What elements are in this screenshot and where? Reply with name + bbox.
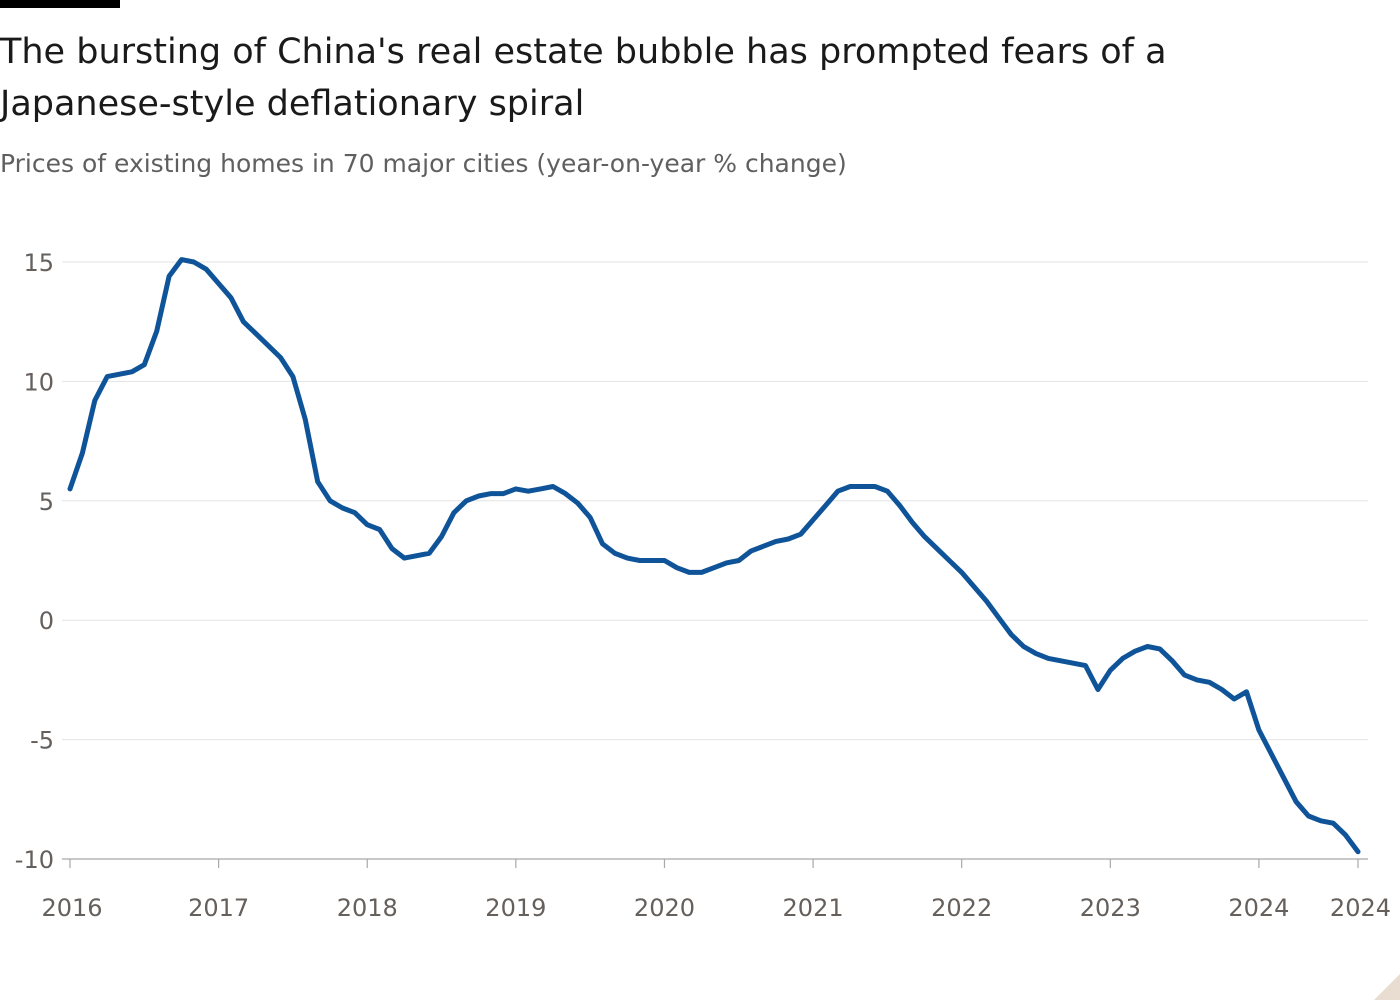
series-layer — [67, 257, 1361, 855]
x-tick-label: 2023 — [1080, 894, 1141, 922]
y-tick-label: -10 — [15, 846, 54, 874]
chart-subtitle: Prices of existing homes in 70 major cit… — [0, 149, 847, 178]
x-tick-label: 2018 — [337, 894, 398, 922]
y-tick-label: 5 — [39, 488, 54, 516]
x-tick-label: 2021 — [783, 894, 844, 922]
x-tick-label: 2016 — [41, 894, 102, 922]
x-tick-label: 2024 — [1228, 894, 1289, 922]
brand-bar — [0, 0, 120, 8]
series-line — [67, 257, 1361, 855]
x-tick-label: 2020 — [634, 894, 695, 922]
corner-fold-decoration — [1374, 974, 1400, 1000]
x-tick-label: 2022 — [931, 894, 992, 922]
x-tick-label: 2019 — [485, 894, 546, 922]
gridlines — [62, 261, 1368, 741]
y-tick-label: 15 — [23, 249, 54, 277]
y-tick-label: -5 — [30, 727, 54, 755]
chart-title: The bursting of China's real estate bubb… — [0, 32, 1167, 124]
y-tick-label: 10 — [23, 368, 54, 396]
y-axis-ticks: 15 10 5 0 -5 -10 — [15, 249, 54, 874]
x-axis: 2016 2017 2018 2019 2020 2021 2022 2023 2024 2024 — [41, 858, 1391, 922]
x-tick-label: 2017 — [188, 894, 249, 922]
y-tick-label: 0 — [39, 607, 54, 635]
x-tick-label: 2024 — [1330, 894, 1391, 922]
